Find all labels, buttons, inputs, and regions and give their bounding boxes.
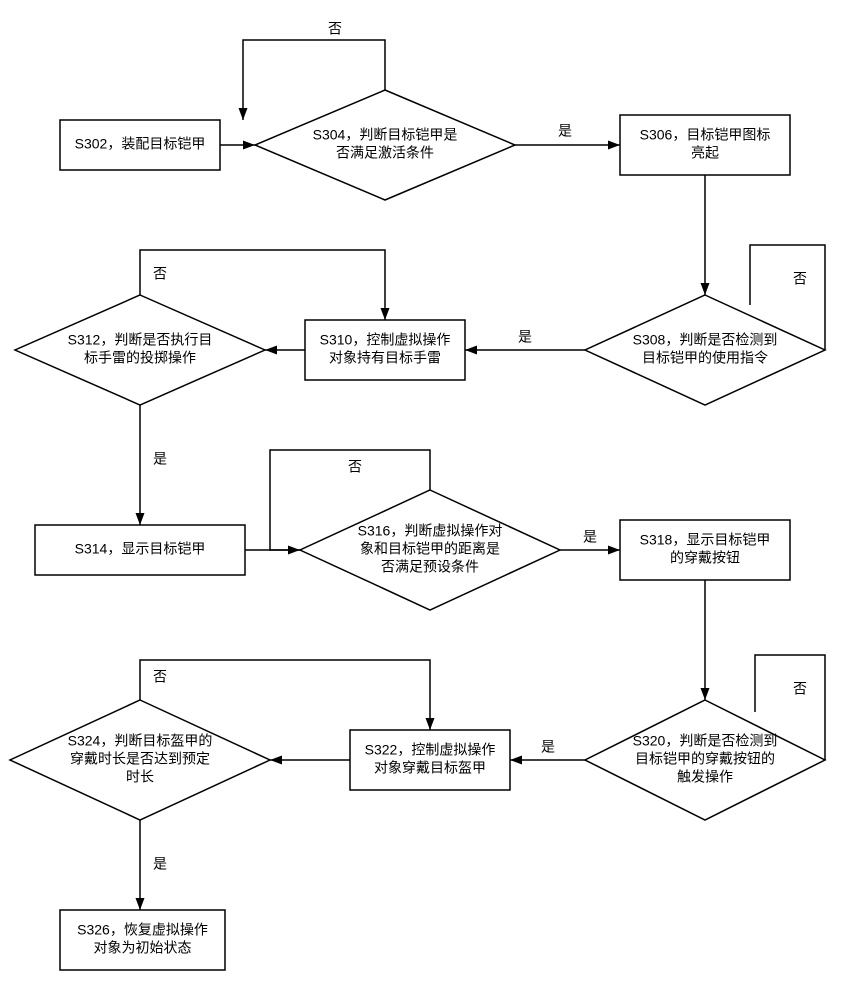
edge-label: 否 — [348, 459, 362, 475]
node-label: S312，判断是否执行目 — [68, 332, 213, 348]
edge-label: 否 — [153, 266, 167, 282]
node-s304: S304，判断目标铠甲是否满足激活条件 — [255, 90, 515, 200]
node-label: S316，判断虚拟操作对 — [358, 523, 503, 539]
node-s314: S314，显示目标铠甲 — [35, 525, 245, 575]
edge-label: 是 — [541, 739, 555, 755]
node-label: 穿戴时长是否达到预定 — [70, 751, 210, 767]
edge-label: 否 — [328, 21, 342, 37]
node-label: 标手雷的投掷操作 — [84, 350, 196, 366]
node-label: S306，目标铠甲图标 — [640, 127, 771, 143]
node-label: S308，判断是否检测到 — [633, 332, 778, 348]
node-s316: S316，判断虚拟操作对象和目标铠甲的距离是否满足预设条件 — [300, 490, 560, 610]
node-label: 对象持有目标手雷 — [329, 350, 441, 366]
node-label: S314，显示目标铠甲 — [75, 541, 206, 557]
edge-label: 是 — [558, 123, 572, 139]
node-label: S322，控制虚拟操作 — [365, 742, 496, 758]
node-s310: S310，控制虚拟操作对象持有目标手雷 — [305, 320, 465, 380]
node-label: 象和目标铠甲的距离是 — [360, 541, 500, 557]
node-s312: S312，判断是否执行目标手雷的投掷操作 — [15, 295, 265, 405]
flowchart-canvas: 是否是否否是是否是否否是S302，装配目标铠甲S304，判断目标铠甲是否满足激活… — [0, 0, 853, 1000]
node-label: 触发操作 — [677, 769, 733, 785]
edge-label: 否 — [793, 271, 807, 287]
node-label: 对象穿戴目标盔甲 — [374, 760, 486, 776]
node-s308: S308，判断是否检测到目标铠甲的使用指令 — [585, 295, 825, 405]
node-label: 目标铠甲的穿戴按钮的 — [635, 751, 775, 767]
edge-label: 否 — [793, 681, 807, 697]
node-label: 目标铠甲的使用指令 — [642, 350, 768, 366]
node-s302: S302，装配目标铠甲 — [60, 120, 220, 170]
node-s322: S322，控制虚拟操作对象穿戴目标盔甲 — [350, 730, 510, 790]
node-label: 否满足预设条件 — [381, 559, 479, 575]
edge-label: 是 — [153, 451, 167, 467]
node-s318: S318，显示目标铠甲的穿戴按钮 — [620, 520, 790, 580]
node-label: 否满足激活条件 — [336, 145, 434, 161]
node-s326: S326，恢复虚拟操作对象为初始状态 — [60, 910, 225, 970]
node-label: S318，显示目标铠甲 — [640, 532, 771, 548]
node-label: S324，判断目标盔甲的 — [68, 733, 213, 749]
edge-label: 否 — [153, 669, 167, 685]
node-s324: S324，判断目标盔甲的穿戴时长是否达到预定时长 — [10, 700, 270, 820]
edge-label: 是 — [583, 529, 597, 545]
node-s320: S320，判断是否检测到目标铠甲的穿戴按钮的触发操作 — [585, 700, 825, 820]
edge-label: 是 — [153, 856, 167, 872]
node-label: 对象为初始状态 — [94, 940, 192, 956]
edge — [140, 250, 385, 320]
node-label: 的穿戴按钮 — [670, 550, 740, 566]
node-label: S320，判断是否检测到 — [633, 733, 778, 749]
node-label: S304，判断目标铠甲是 — [313, 127, 458, 143]
edge-label: 是 — [518, 329, 532, 345]
node-label: 时长 — [126, 769, 154, 785]
node-s306: S306，目标铠甲图标亮起 — [620, 115, 790, 175]
node-label: S326，恢复虚拟操作 — [77, 922, 208, 938]
node-label: S310，控制虚拟操作 — [320, 332, 451, 348]
node-label: 亮起 — [691, 145, 719, 161]
node-label: S302，装配目标铠甲 — [75, 136, 206, 152]
